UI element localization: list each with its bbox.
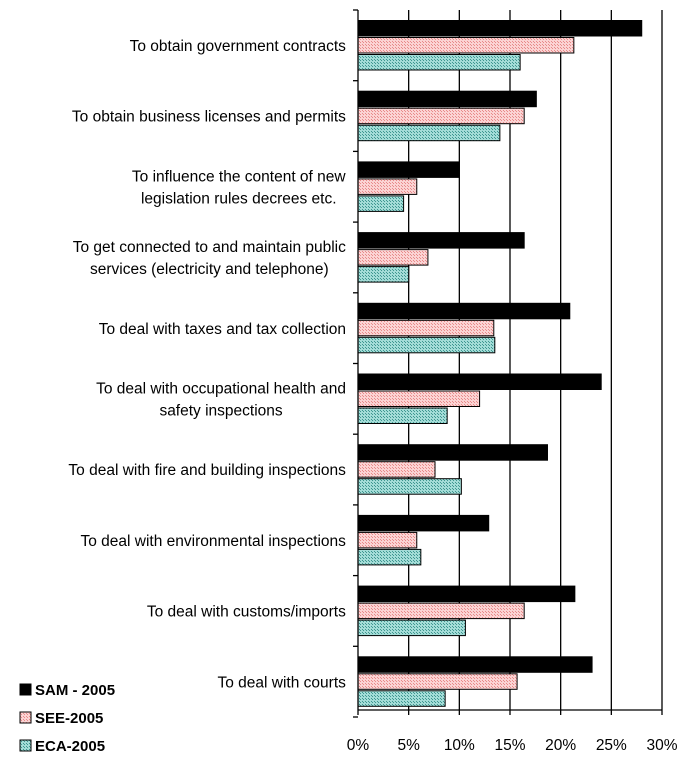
legend-item: SEE-2005 xyxy=(19,710,103,727)
category-label: To deal with environmental inspections xyxy=(81,533,347,550)
bar xyxy=(357,373,602,390)
bar xyxy=(357,161,460,178)
category-label: To deal with courts xyxy=(218,674,347,691)
bar xyxy=(357,585,576,603)
bar xyxy=(357,302,571,320)
bar xyxy=(357,656,593,673)
legend-swatch xyxy=(19,739,32,752)
bar xyxy=(357,602,525,620)
x-tick-label: 30% xyxy=(646,737,677,754)
x-tick-label: 5% xyxy=(397,737,420,754)
category-label: To obtain government contracts xyxy=(130,38,347,55)
legend-item: ECA-2005 xyxy=(19,738,105,755)
bar xyxy=(357,195,405,212)
category-label: To deal with customs/imports xyxy=(147,604,346,621)
bar xyxy=(357,444,548,461)
bar xyxy=(357,690,446,707)
legend-swatch xyxy=(19,711,32,724)
bar xyxy=(357,107,525,125)
bar xyxy=(357,336,496,354)
legend-item: SAM - 2005 xyxy=(19,682,115,699)
category-label: To obtain business licenses and permits xyxy=(72,109,346,126)
legend-label: SEE-2005 xyxy=(35,710,103,727)
bar xyxy=(357,319,495,337)
bar xyxy=(357,673,518,690)
x-tick-label: 25% xyxy=(596,737,627,754)
bar xyxy=(357,407,448,424)
category-label: To deal with occupational health and safe… xyxy=(96,381,346,420)
bar xyxy=(357,249,429,266)
category-label: To get connected to and maintain public s… xyxy=(73,239,346,278)
bar xyxy=(357,461,436,478)
legend: SAM - 2005 SEE-2005 ECA-2005 xyxy=(19,682,115,755)
category-label: To deal with taxes and tax collection xyxy=(99,321,346,338)
x-tick-label: 20% xyxy=(545,737,576,754)
bar xyxy=(357,548,422,566)
bar xyxy=(357,20,643,37)
bar xyxy=(357,90,537,108)
axes xyxy=(353,9,663,718)
bar xyxy=(357,266,410,283)
bar xyxy=(357,514,490,532)
x-tick-label: 0% xyxy=(347,737,370,754)
x-tick-label: 15% xyxy=(494,737,525,754)
x-tick-label: 10% xyxy=(444,737,475,754)
bar xyxy=(357,478,462,495)
bars xyxy=(357,20,643,707)
bar xyxy=(357,619,466,637)
category-label: To deal with fire and building inspectio… xyxy=(68,462,346,479)
bar xyxy=(357,178,418,195)
bar xyxy=(357,531,418,549)
category-labels: To obtain government contracts To obtain … xyxy=(68,38,346,691)
category-label: To influence the content of new legislati… xyxy=(132,168,347,207)
bar xyxy=(357,390,481,407)
tick-labels: 0% 5% 10% 15% 20% 25% 30% xyxy=(347,737,678,754)
legend-label: SAM - 2005 xyxy=(35,682,115,699)
legend-swatch xyxy=(19,683,32,696)
legend-label: ECA-2005 xyxy=(35,738,105,755)
bar xyxy=(357,232,525,249)
bar xyxy=(357,124,501,142)
bar xyxy=(357,54,521,71)
bar xyxy=(357,37,575,54)
